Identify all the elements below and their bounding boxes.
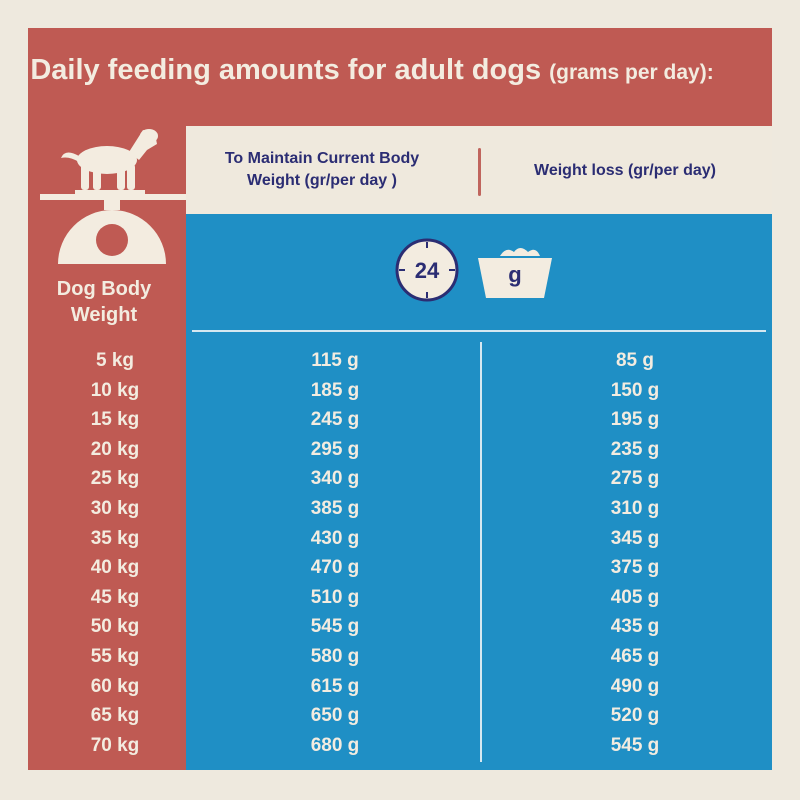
dog-icon [61,129,158,194]
title-main: Daily feeding amounts for adult dogs [30,54,542,86]
loss-cell: 545 g [610,734,660,756]
maintain-cell: 185 g [310,379,360,401]
weight-cell: 20 kg [90,438,140,460]
scale-icon [40,194,186,264]
values-panel [186,214,772,770]
weight-column-label: Dog Body Weight [56,278,152,326]
weight-cell: 50 kg [90,616,140,638]
maintain-cell: 340 g [310,468,360,490]
clock-number: 24 [414,258,440,283]
maintain-cell: 295 g [310,438,360,460]
weight-cell: 65 kg [90,705,140,727]
loss-cell: 310 g [610,498,660,519]
column-divider [480,342,482,762]
loss-cell: 435 g [610,616,660,638]
maintain-cell: 680 g [310,734,360,756]
loss-cell: 345 g [610,527,660,549]
title-suffix: (grams per day): [549,61,714,84]
weight-cell: 35 kg [90,527,140,549]
weight-cell: 60 kg [90,675,140,697]
bowl-icon [478,248,552,298]
loss-cell: 405 g [610,586,660,608]
maintain-cell: 245 g [310,409,360,431]
header-separator [192,330,766,332]
maintain-cell: 615 g [310,675,360,697]
maintain-cell: 385 g [310,498,360,519]
maintain-cell: 115 g [311,350,359,371]
weight-cell: 55 kg [90,646,140,667]
column-header-loss: Weight loss (gr/per day) [534,162,716,179]
loss-cell: 195 g [610,409,660,431]
loss-cell: 465 g [610,646,660,667]
bowl-unit: g [508,262,522,287]
loss-cell: 150 g [610,379,660,401]
header-divider [478,148,481,196]
loss-cell: 520 g [610,705,660,727]
clock-icon [395,238,459,302]
weight-cell: 40 kg [90,557,140,579]
weight-cell: 10 kg [90,379,140,401]
maintain-cell: 545 g [310,616,360,638]
column-header-maintain: To Maintain Current Body Weight (gr/per … [224,150,420,189]
weight-cell: 5 kg [95,350,135,371]
page-title: Daily feeding amounts for adult dogs (gr… [0,54,744,87]
loss-cell: 375 g [610,557,660,579]
weight-cell: 30 kg [90,498,140,519]
maintain-cell: 510 g [310,586,360,608]
loss-cell: 235 g [610,438,660,460]
loss-cell: 275 g [610,468,660,490]
weight-cell: 25 kg [90,468,140,490]
maintain-cell: 580 g [310,646,360,667]
loss-cell: 85 g [615,350,655,371]
maintain-cell: 650 g [310,705,360,727]
maintain-cell: 470 g [310,557,360,579]
loss-cell: 490 g [610,675,660,697]
maintain-cell: 430 g [310,527,360,549]
weight-cell: 70 kg [90,734,140,756]
weight-cell: 45 kg [90,586,140,608]
weight-cell: 15 kg [90,409,140,431]
